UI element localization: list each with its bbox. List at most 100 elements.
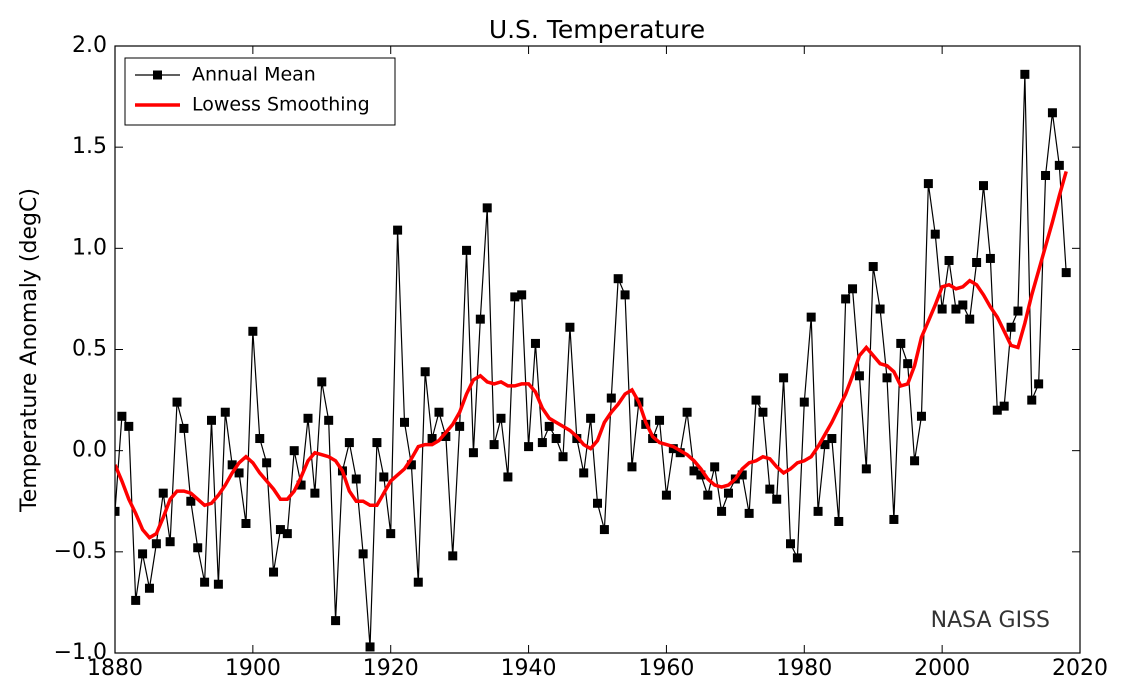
data-point: [599, 525, 609, 535]
data-point: [462, 245, 472, 255]
data-point: [165, 537, 175, 547]
data-point: [269, 567, 279, 577]
annotation: NASA GISS: [931, 608, 1050, 633]
data-point: [200, 577, 210, 587]
data-point: [186, 496, 196, 506]
data-point: [751, 395, 761, 405]
y-tick-label: 0.5: [72, 337, 107, 362]
data-point: [489, 440, 499, 450]
data-point: [682, 407, 692, 417]
data-point: [1020, 69, 1030, 79]
data-point: [510, 292, 520, 302]
x-tick-label: 1940: [501, 656, 557, 681]
data-point: [317, 377, 327, 387]
data-point: [985, 253, 995, 263]
x-tick-label: 1920: [363, 656, 419, 681]
data-point: [151, 539, 161, 549]
data-point: [1061, 268, 1071, 278]
data-point: [1027, 395, 1037, 405]
data-point: [482, 203, 492, 213]
data-point: [303, 413, 313, 423]
data-point: [310, 488, 320, 498]
data-point: [620, 290, 630, 300]
data-point: [965, 314, 975, 324]
data-point: [903, 359, 913, 369]
data-point: [358, 549, 368, 559]
data-point: [916, 411, 926, 421]
y-tick-label: 0.0: [72, 438, 107, 463]
series-line: [115, 74, 1067, 647]
data-point: [689, 466, 699, 476]
data-point: [930, 229, 940, 239]
data-point: [248, 326, 258, 336]
data-point: [799, 397, 809, 407]
data-point: [255, 434, 265, 444]
data-point: [503, 472, 513, 482]
data-point: [951, 304, 961, 314]
plot-frame: [114, 45, 1081, 654]
legend-box: [124, 57, 396, 126]
data-point: [958, 300, 968, 310]
data-point: [992, 405, 1002, 415]
data-point: [275, 525, 285, 535]
legend-marker: [153, 70, 162, 80]
data-point: [889, 514, 899, 524]
data-point: [854, 371, 864, 381]
data-point: [868, 262, 878, 272]
data-point: [558, 452, 568, 462]
data-point: [765, 484, 775, 494]
y-tick-label: 1.5: [72, 134, 107, 159]
data-point: [999, 401, 1009, 411]
data-point: [827, 434, 837, 444]
data-point: [172, 397, 182, 407]
x-tick-label: 1880: [87, 656, 143, 681]
data-point: [737, 470, 747, 480]
data-point: [779, 373, 789, 383]
data-point: [696, 470, 706, 480]
data-point: [158, 488, 168, 498]
data-point: [344, 438, 354, 448]
data-point: [661, 490, 671, 500]
data-point: [972, 257, 982, 267]
data-point: [213, 579, 223, 589]
data-point: [820, 440, 830, 450]
x-tick-label: 2020: [1052, 656, 1108, 681]
data-point: [324, 415, 334, 425]
data-point: [792, 553, 802, 563]
data-point: [117, 411, 127, 421]
data-point: [220, 407, 230, 417]
y-tick-label: −1.0: [54, 640, 107, 665]
data-point: [434, 407, 444, 417]
data-point: [441, 432, 451, 442]
data-point: [593, 498, 602, 508]
data-point: [565, 322, 575, 332]
data-point: [848, 284, 858, 294]
data-point: [455, 421, 465, 431]
data-point: [710, 462, 720, 472]
x-tick-label: 1960: [638, 656, 694, 681]
data-point: [262, 458, 272, 468]
data-point: [296, 480, 306, 490]
data-point: [517, 290, 527, 300]
data-point: [579, 468, 589, 478]
data-point: [772, 494, 782, 504]
chart-title: U.S. Temperature: [489, 15, 705, 44]
data-point: [524, 442, 534, 452]
data-point: [586, 413, 596, 423]
data-point: [138, 549, 148, 559]
data-point: [468, 448, 478, 458]
data-point: [144, 583, 154, 593]
data-point: [937, 304, 947, 314]
data-point: [496, 413, 506, 423]
data-point: [551, 434, 561, 444]
data-point: [331, 616, 341, 626]
data-point: [365, 642, 375, 652]
y-tick-label: −0.5: [54, 539, 107, 564]
data-point: [386, 529, 396, 539]
data-point: [1054, 160, 1064, 170]
data-point: [1041, 170, 1051, 180]
data-point: [413, 577, 423, 587]
data-point: [1013, 306, 1023, 316]
data-point: [606, 393, 616, 403]
